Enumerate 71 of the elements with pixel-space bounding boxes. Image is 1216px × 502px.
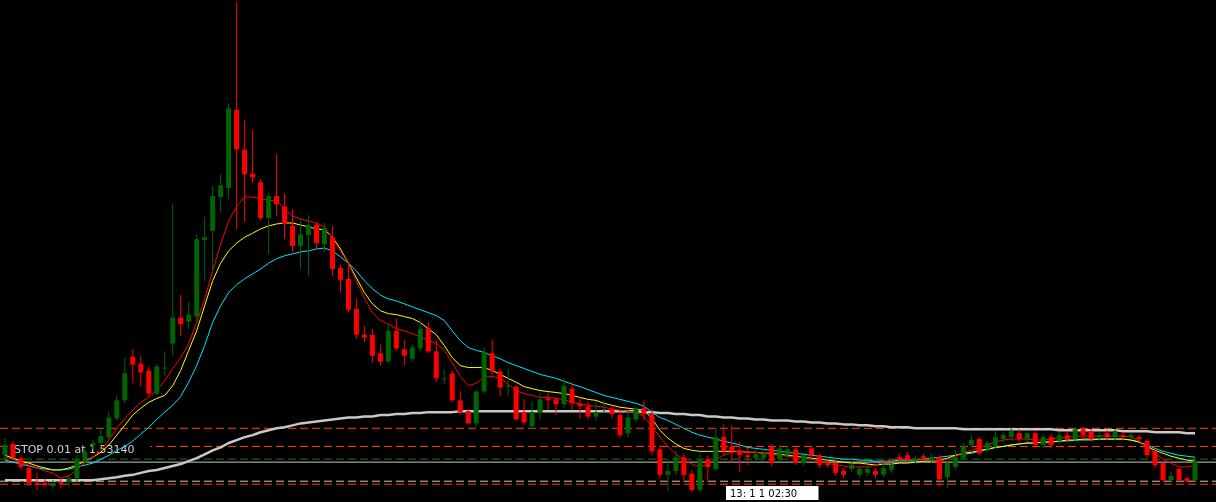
candlestick (1104, 429, 1110, 441)
candlestick (393, 318, 399, 351)
candlestick (50, 479, 56, 490)
candlestick (66, 474, 72, 488)
candlestick (617, 409, 623, 439)
candlestick (321, 222, 327, 253)
candlestick (298, 218, 303, 270)
candlestick (545, 392, 551, 411)
candlestick (721, 423, 727, 456)
candlestick (1136, 434, 1142, 443)
candlestick (34, 472, 40, 491)
candlestick (106, 411, 112, 441)
candlestick (1184, 475, 1190, 484)
candlestick (944, 459, 950, 489)
candlestick (577, 396, 583, 419)
candlestick (952, 449, 958, 471)
candlestick (130, 348, 136, 384)
candlestick (305, 214, 311, 277)
candlestick (553, 397, 559, 416)
candlestick (425, 321, 431, 354)
candlestick (673, 449, 679, 476)
candlestick (178, 294, 184, 337)
annotation: 13: 1 1 02:30 (730, 488, 798, 499)
candlestick (138, 355, 144, 388)
candlestick (489, 339, 495, 376)
candlestick (537, 392, 543, 420)
candlestick (561, 377, 567, 409)
candlestick (417, 318, 423, 352)
candlestick (497, 368, 503, 397)
candlestick (585, 400, 591, 420)
candlestick (202, 216, 208, 282)
candlestick (1112, 428, 1118, 441)
candlestick (42, 477, 48, 488)
candlestick (1120, 431, 1126, 441)
candlestick (74, 454, 80, 483)
candlestick (641, 399, 647, 421)
candlestick (521, 398, 527, 426)
candlestick (665, 458, 671, 492)
candlestick (1168, 471, 1174, 483)
candlestick (162, 350, 168, 377)
candlestick (769, 443, 775, 467)
candlestick (729, 424, 735, 464)
candlestick (601, 399, 607, 414)
candlestick (377, 344, 383, 367)
candlestick (369, 328, 375, 364)
candlestick (98, 427, 104, 447)
candlestick (146, 366, 152, 397)
candlestick (457, 390, 463, 416)
candlestick (625, 409, 631, 438)
candlestick (1152, 448, 1158, 469)
candlestick (1192, 457, 1198, 483)
candlestick (1144, 438, 1150, 459)
candlestick (569, 381, 575, 411)
candlestick (1128, 432, 1134, 441)
candlestick (266, 192, 272, 255)
candlestick (337, 264, 343, 294)
candlestick (10, 440, 16, 461)
candlestick (401, 339, 407, 367)
candlestick (593, 400, 599, 421)
candlestick (218, 173, 224, 213)
candlestick (505, 368, 511, 396)
candlestick (737, 441, 743, 473)
candlestick (992, 430, 998, 450)
candlestick (2, 437, 8, 461)
candlestick (114, 394, 120, 421)
candlestick (976, 436, 982, 456)
candlestick (313, 222, 319, 250)
candlestick (609, 404, 615, 419)
candlestick (689, 469, 695, 493)
candlestick (529, 400, 535, 430)
candlestick (290, 208, 296, 253)
